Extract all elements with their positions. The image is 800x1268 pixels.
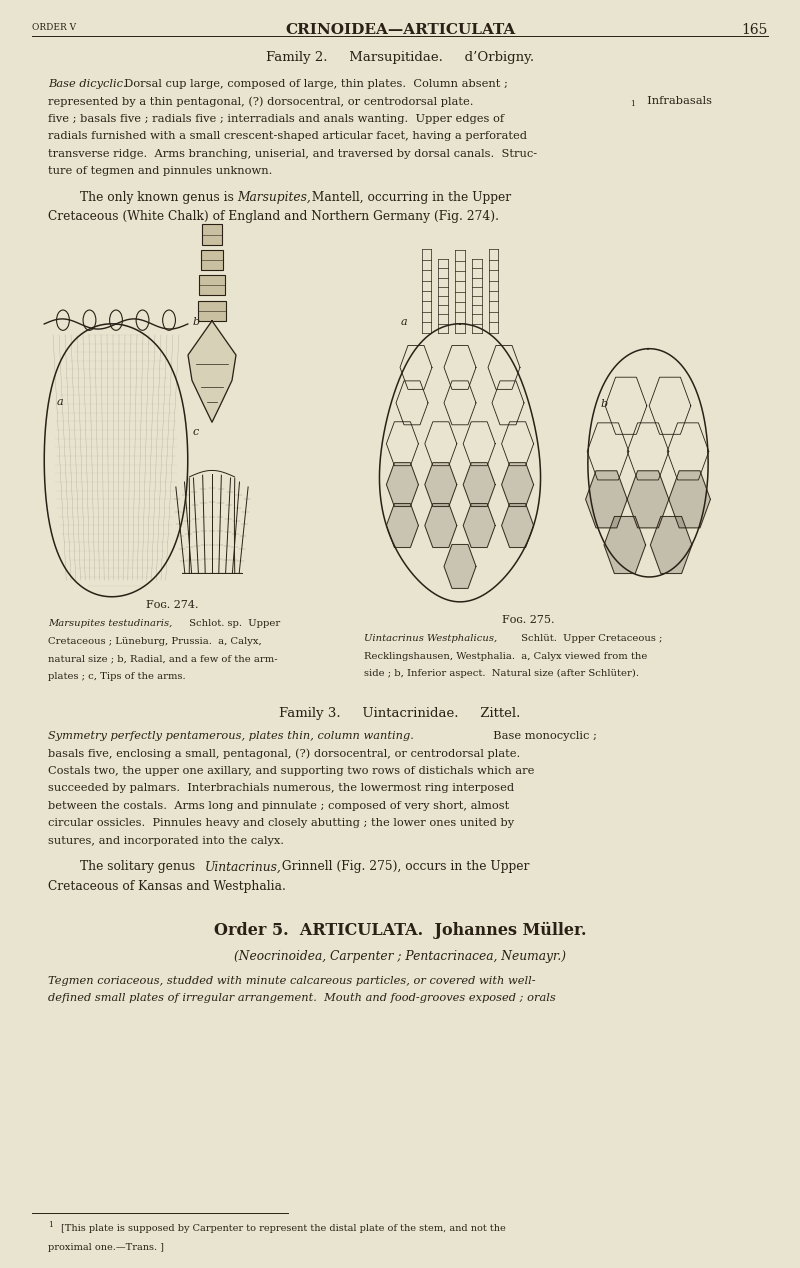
Polygon shape xyxy=(502,503,534,548)
Text: Marsupites,: Marsupites, xyxy=(237,190,310,204)
Text: Mantell, occurring in the Upper: Mantell, occurring in the Upper xyxy=(308,190,511,204)
Text: Schlot. sp.  Upper: Schlot. sp. Upper xyxy=(186,619,280,628)
Polygon shape xyxy=(586,470,627,527)
Text: (Neocrinoidea, Carpenter ; Pentacrinacea, Neumayr.): (Neocrinoidea, Carpenter ; Pentacrinacea… xyxy=(234,950,566,962)
Text: plates ; c, Tips of the arms.: plates ; c, Tips of the arms. xyxy=(48,672,186,681)
FancyBboxPatch shape xyxy=(201,250,223,270)
Text: represented by a thin pentagonal, (?) dorsocentral, or centrodorsal plate.: represented by a thin pentagonal, (?) do… xyxy=(48,96,474,107)
Text: transverse ridge.  Arms branching, uniserial, and traversed by dorsal canals.  S: transverse ridge. Arms branching, uniser… xyxy=(48,148,537,158)
Text: defined small plates of irregular arrangement.  Mouth and food-grooves exposed ;: defined small plates of irregular arrang… xyxy=(48,993,556,1003)
Text: 1: 1 xyxy=(48,1221,53,1229)
Text: The only known genus is: The only known genus is xyxy=(80,190,238,204)
Text: [This plate is supposed by Carpenter to represent the distal plate of the stem, : [This plate is supposed by Carpenter to … xyxy=(61,1224,506,1232)
Polygon shape xyxy=(386,463,418,507)
Text: side ; b, Inferior aspect.  Natural size (after Schlüter).: side ; b, Inferior aspect. Natural size … xyxy=(364,670,639,678)
Text: basals five, enclosing a small, pentagonal, (?) dorsocentral, or centrodorsal pl: basals five, enclosing a small, pentagon… xyxy=(48,748,520,760)
Text: sutures, and incorporated into the calyx.: sutures, and incorporated into the calyx… xyxy=(48,836,284,846)
FancyBboxPatch shape xyxy=(202,224,222,245)
Text: between the costals.  Arms long and pinnulate ; composed of very short, almost: between the costals. Arms long and pinnu… xyxy=(48,801,510,812)
Text: Uintacrinus Westphalicus,: Uintacrinus Westphalicus, xyxy=(364,634,497,643)
Text: Family 3.   Uintacrinidae.   Zittel.: Family 3. Uintacrinidae. Zittel. xyxy=(279,706,521,719)
FancyBboxPatch shape xyxy=(24,311,776,590)
Text: Grinnell (Fig. 275), occurs in the Upper: Grinnell (Fig. 275), occurs in the Upper xyxy=(278,861,529,874)
Polygon shape xyxy=(444,544,476,588)
Text: Family 2.   Marsupitidae.   d’Orbigny.: Family 2. Marsupitidae. d’Orbigny. xyxy=(266,51,534,63)
Text: Fᴏɢ. 275.: Fᴏɢ. 275. xyxy=(502,615,554,625)
Text: CRINOIDEA—ARTICULATA: CRINOIDEA—ARTICULATA xyxy=(285,23,515,37)
Text: radials furnished with a small crescent-shaped articular facet, having a perfora: radials furnished with a small crescent-… xyxy=(48,131,527,141)
Text: Fᴏɢ. 274.: Fᴏɢ. 274. xyxy=(146,600,198,610)
Polygon shape xyxy=(669,470,710,527)
Text: a: a xyxy=(57,397,63,407)
Polygon shape xyxy=(425,503,457,548)
Text: b: b xyxy=(193,317,199,327)
FancyBboxPatch shape xyxy=(198,301,226,321)
Text: b: b xyxy=(601,399,607,410)
Text: Marsupites testudinaris,: Marsupites testudinaris, xyxy=(48,619,172,628)
Text: natural size ; b, Radial, and a few of the arm-: natural size ; b, Radial, and a few of t… xyxy=(48,654,278,663)
Text: circular ossicles.  Pinnules heavy and closely abutting ; the lower ones united : circular ossicles. Pinnules heavy and cl… xyxy=(48,818,514,828)
Text: succeeded by palmars.  Interbrachials numerous, the lowermost ring interposed: succeeded by palmars. Interbrachials num… xyxy=(48,784,514,794)
Polygon shape xyxy=(386,503,418,548)
Text: Costals two, the upper one axillary, and supporting two rows of distichals which: Costals two, the upper one axillary, and… xyxy=(48,766,534,776)
Text: Cretaceous of Kansas and Westphalia.: Cretaceous of Kansas and Westphalia. xyxy=(48,880,286,893)
Text: Base monocyclic ;: Base monocyclic ; xyxy=(486,730,597,741)
Polygon shape xyxy=(502,463,534,507)
Text: Uintacrinus,: Uintacrinus, xyxy=(205,861,282,874)
Polygon shape xyxy=(188,321,236,422)
Text: 1: 1 xyxy=(630,100,635,108)
Text: Cretaceous ; Lüneburg, Prussia.  a, Calyx,: Cretaceous ; Lüneburg, Prussia. a, Calyx… xyxy=(48,637,262,645)
Text: Tegmen coriaceous, studded with minute calcareous particles, or covered with wel: Tegmen coriaceous, studded with minute c… xyxy=(48,976,536,987)
Polygon shape xyxy=(463,503,495,548)
Text: Base dicyclic.: Base dicyclic. xyxy=(48,79,126,89)
Text: five ; basals five ; radials five ; interradials and anals wanting.  Upper edges: five ; basals five ; radials five ; inte… xyxy=(48,114,504,123)
Text: a: a xyxy=(401,317,407,327)
Text: proximal one.—Trans. ]: proximal one.—Trans. ] xyxy=(48,1243,164,1252)
Text: Order 5.  ARTICULATA.  Johannes Müller.: Order 5. ARTICULATA. Johannes Müller. xyxy=(214,922,586,938)
Polygon shape xyxy=(627,470,669,527)
Polygon shape xyxy=(463,463,495,507)
Text: ORDER V: ORDER V xyxy=(32,23,76,32)
Text: Dorsal cup large, composed of large, thin plates.  Column absent ;: Dorsal cup large, composed of large, thi… xyxy=(117,79,508,89)
Text: ture of tegmen and pinnules unknown.: ture of tegmen and pinnules unknown. xyxy=(48,166,272,176)
Text: Symmetry perfectly pentamerous, plates thin, column wanting.: Symmetry perfectly pentamerous, plates t… xyxy=(48,730,414,741)
Text: Cretaceous (White Chalk) of England and Northern Germany (Fig. 274).: Cretaceous (White Chalk) of England and … xyxy=(48,210,499,223)
Polygon shape xyxy=(425,463,457,507)
Text: Schlüt.  Upper Cretaceous ;: Schlüt. Upper Cretaceous ; xyxy=(518,634,662,643)
Text: Recklingshausen, Westphalia.  a, Calyx viewed from the: Recklingshausen, Westphalia. a, Calyx vi… xyxy=(364,652,647,661)
FancyBboxPatch shape xyxy=(199,275,225,295)
Text: Infrabasals: Infrabasals xyxy=(640,96,712,107)
Polygon shape xyxy=(604,516,646,573)
Text: 165: 165 xyxy=(742,23,768,37)
Text: c: c xyxy=(193,427,199,437)
Text: The solitary genus: The solitary genus xyxy=(80,861,199,874)
Polygon shape xyxy=(650,516,692,573)
